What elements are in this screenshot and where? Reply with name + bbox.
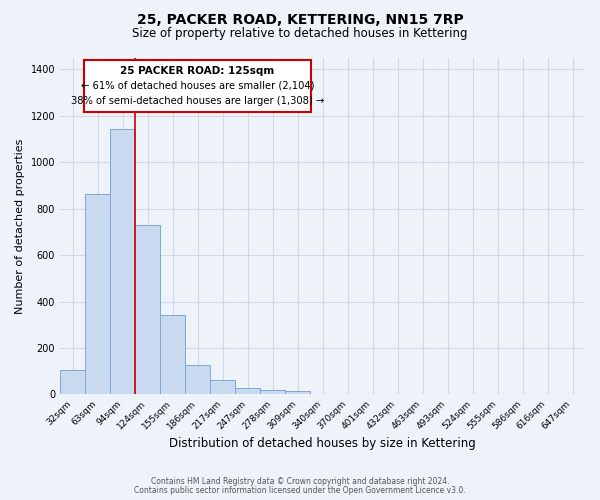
Text: Contains HM Land Registry data © Crown copyright and database right 2024.: Contains HM Land Registry data © Crown c… — [151, 477, 449, 486]
Text: ← 61% of detached houses are smaller (2,104): ← 61% of detached houses are smaller (2,… — [81, 81, 314, 91]
Bar — [60, 370, 85, 394]
Bar — [235, 388, 260, 394]
Bar — [85, 194, 110, 394]
Text: Contains public sector information licensed under the Open Government Licence v3: Contains public sector information licen… — [134, 486, 466, 495]
X-axis label: Distribution of detached houses by size in Kettering: Distribution of detached houses by size … — [169, 437, 476, 450]
Y-axis label: Number of detached properties: Number of detached properties — [15, 138, 25, 314]
Bar — [285, 391, 310, 394]
Text: 25, PACKER ROAD, KETTERING, NN15 7RP: 25, PACKER ROAD, KETTERING, NN15 7RP — [137, 12, 463, 26]
Text: Size of property relative to detached houses in Kettering: Size of property relative to detached ho… — [132, 28, 468, 40]
Bar — [185, 364, 210, 394]
Text: 38% of semi-detached houses are larger (1,308) →: 38% of semi-detached houses are larger (… — [71, 96, 324, 106]
Bar — [160, 316, 185, 394]
Bar — [110, 130, 135, 394]
Text: 25 PACKER ROAD: 125sqm: 25 PACKER ROAD: 125sqm — [121, 66, 275, 76]
Bar — [135, 225, 160, 394]
Bar — [260, 390, 285, 394]
FancyBboxPatch shape — [84, 60, 311, 112]
Bar — [210, 380, 235, 394]
